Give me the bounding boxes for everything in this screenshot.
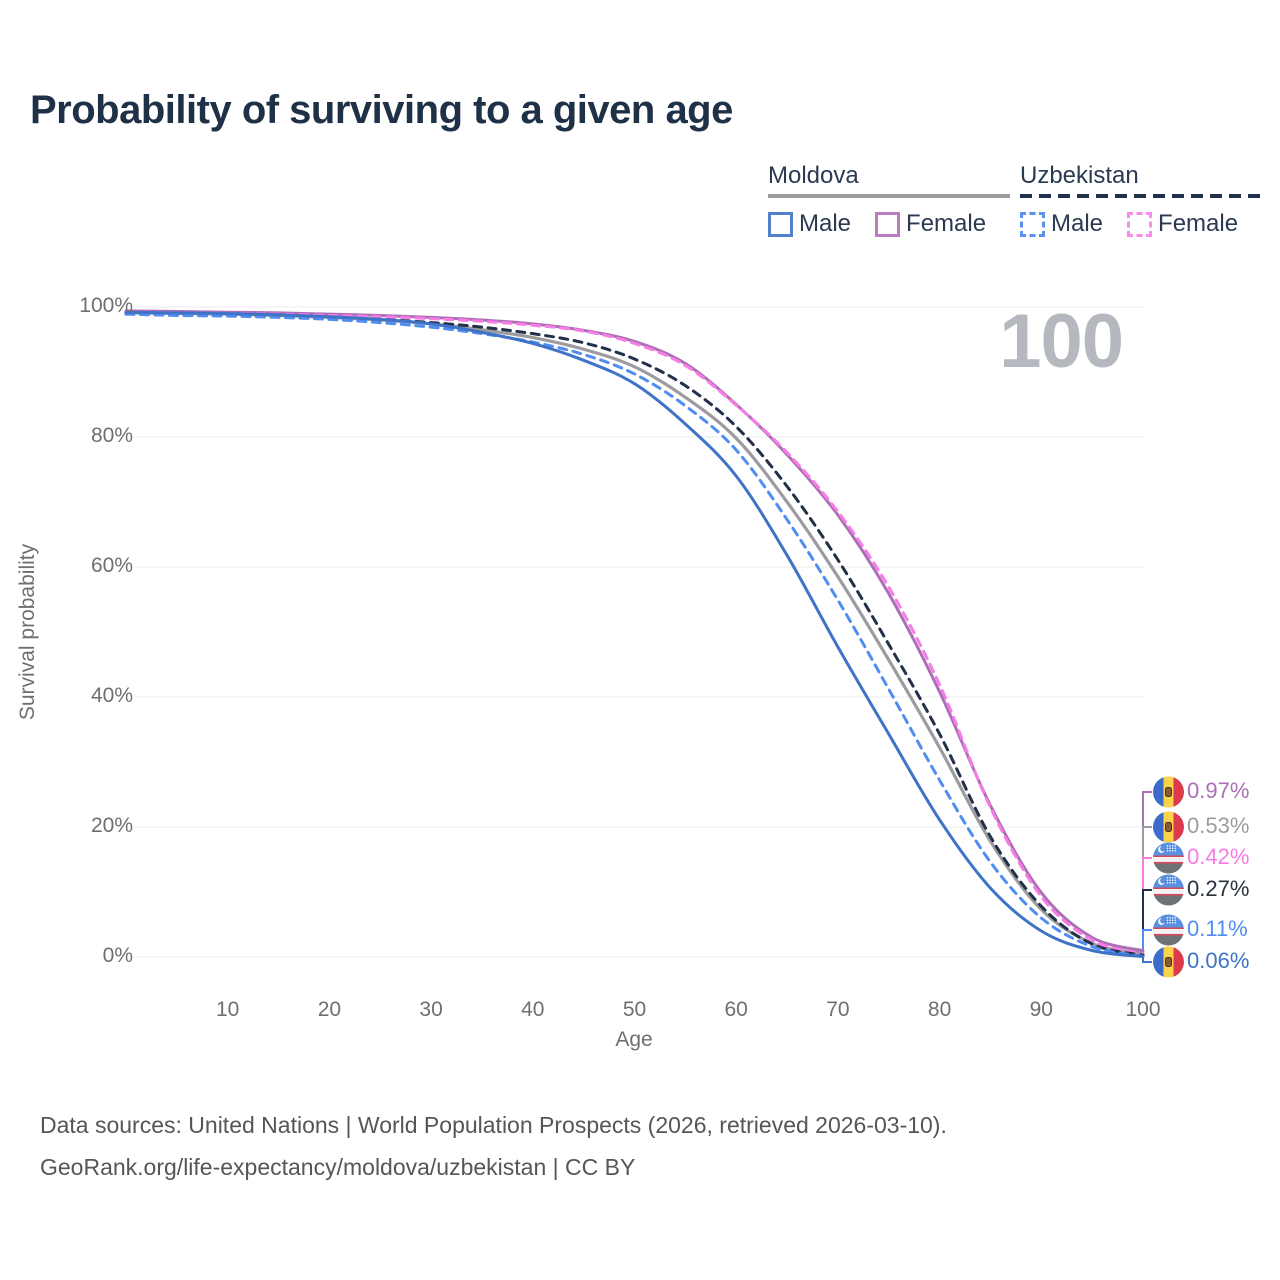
x-tick-label: 10 [216,998,240,1021]
curve-moldova-female [124,309,1145,953]
y-tick-label: 40% [90,684,133,707]
x-tick-label: 40 [521,998,545,1021]
legend-label-uzbekistan-male[interactable]: Male [1051,210,1104,237]
legend-uzbekistan-title: Uzbekistan [1020,162,1139,189]
y-tick-label: 0% [102,944,133,967]
legend-group-moldova: Moldova Male Female [768,162,1011,238]
x-tick-label: 80 [927,998,952,1021]
legend-swatch-moldova-female[interactable] [875,211,901,237]
legend-group-uzbekistan: Uzbekistan Male Female [1020,162,1263,238]
y-tick-label: 20% [90,814,133,837]
legend-swatch-moldova-male[interactable] [768,211,793,237]
curve-uzbekistan-male [124,312,1145,958]
y-tick-label: 100% [79,294,133,317]
x-tick-label: 100 [1125,998,1161,1021]
age-counter-watermark: 100 [999,299,1124,384]
chart-footer: Data sources: United Nations | World Pop… [40,1104,947,1188]
moldova-average-line-swatch [768,194,1011,198]
x-tick-label: 50 [622,998,647,1021]
curve-uzbekistan-female [124,310,1145,956]
end-value-label-uzbekistan-average: 0.27% [1187,876,1250,901]
curve-uzbekistan-average [124,312,1145,957]
uzbekistan-flag-icon [1153,842,1184,874]
attribution-line: GeoRank.org/life-expectancy/moldova/uzbe… [40,1154,636,1180]
legend-label-moldova-male[interactable]: Male [799,210,852,237]
end-value-label-uzbekistan-male: 0.11% [1187,916,1248,941]
uzbekistan-flag-icon [1153,914,1184,946]
y-tick-label: 60% [90,554,133,577]
legend-swatch-uzbekistan-female[interactable] [1127,211,1153,237]
curve-moldova-average [124,311,1145,956]
moldova-flag-icon [1153,776,1184,808]
uzbekistan-flag-icon [1153,874,1184,906]
moldova-flag-icon [1153,811,1184,843]
legend-label-uzbekistan-female[interactable]: Female [1158,210,1239,237]
data-sources-line: Data sources: United Nations | World Pop… [40,1112,947,1138]
end-value-label-moldova-male: 0.06% [1187,948,1250,973]
page-title: Probability of surviving to a given age [30,88,733,132]
x-tick-label: 20 [317,998,342,1021]
legend-label-moldova-female[interactable]: Female [906,210,987,237]
y-tick-label: 80% [90,424,133,447]
legend-moldova-title: Moldova [768,162,859,189]
x-axis-title: Age [615,1028,653,1051]
x-tick-label: 30 [419,998,443,1021]
x-tick-label: 90 [1029,998,1053,1021]
x-tick-label: 70 [826,998,850,1021]
end-value-label-moldova-female: 0.97% [1187,778,1250,803]
end-value-label-uzbekistan-female: 0.42% [1187,844,1250,869]
moldova-flag-icon [1153,946,1184,978]
curve-moldova-male [124,310,1145,959]
x-tick-label: 60 [724,998,748,1021]
legend-swatch-uzbekistan-male[interactable] [1020,211,1045,237]
uzbekistan-average-line-swatch [1020,194,1263,198]
end-value-label-moldova-average: 0.53% [1187,813,1250,838]
